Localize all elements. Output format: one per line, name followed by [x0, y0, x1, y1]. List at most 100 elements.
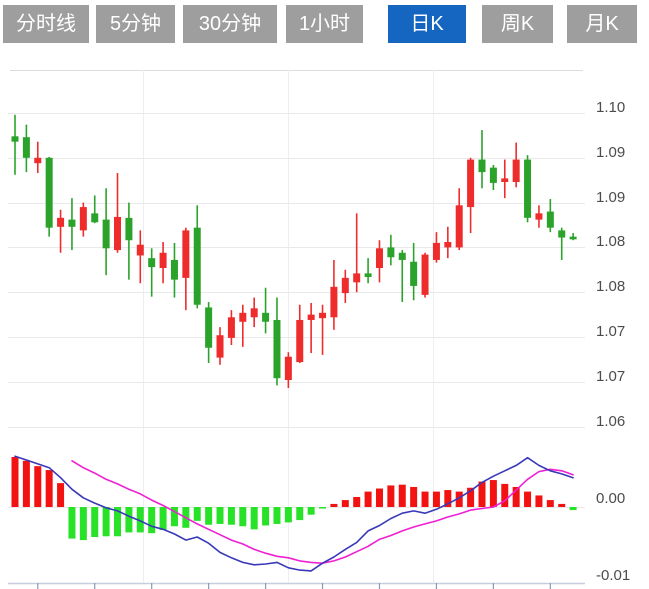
candle-body-down	[193, 227, 201, 305]
candle-body-down	[398, 252, 406, 260]
candle-body-up	[227, 317, 235, 338]
price-axis-label: 1.10	[596, 99, 625, 116]
candle-body-up	[535, 213, 543, 220]
macd-histogram-bar	[524, 491, 532, 507]
timeframe-button-5min[interactable]: 5分钟	[96, 5, 175, 43]
macd-histogram-bar	[148, 507, 156, 534]
macd-histogram-bar	[319, 507, 327, 509]
candle-body-up	[159, 252, 167, 269]
candle-body-up	[114, 216, 122, 251]
macd-histogram-bar	[239, 507, 247, 527]
macd-histogram-bar	[125, 507, 133, 533]
dif-line	[14, 455, 574, 572]
candle-body-up	[432, 242, 440, 260]
candle-body-up	[319, 312, 327, 319]
macd-histogram-bar	[250, 507, 258, 530]
timeframe-button-30min[interactable]: 30分钟	[183, 5, 277, 43]
candle-body-up	[182, 230, 190, 278]
candle-body-down	[262, 312, 270, 322]
timeframe-button-1hour[interactable]: 1小时	[286, 5, 363, 43]
macd-histogram-bar	[216, 507, 224, 524]
macd-histogram-bar	[68, 507, 76, 539]
macd-histogram-bar	[159, 507, 167, 531]
timeframe-button-minute-line[interactable]: 分时线	[3, 5, 89, 43]
candle-body-down	[45, 157, 53, 228]
price-axis-label: 1.07	[596, 323, 625, 340]
price-axis-label: 1.09	[596, 189, 625, 206]
price-axis-label: 1.08	[596, 233, 625, 250]
candle-body-down	[102, 219, 110, 249]
macd-histogram-bar	[57, 483, 65, 507]
macd-histogram-bar	[296, 507, 304, 521]
macd-histogram-bar	[11, 456, 19, 507]
candle-body-down	[148, 258, 156, 268]
price-axis-label: 1.06	[596, 413, 625, 430]
candle-body-up	[421, 254, 429, 295]
candle-body-up	[239, 312, 247, 322]
macd-histogram-bar	[307, 507, 315, 515]
candle-body-up	[250, 308, 258, 318]
macd-histogram-bar	[91, 507, 99, 538]
macd-histogram-bar	[284, 507, 292, 523]
price-axis-label: 1.08	[596, 278, 625, 295]
candle-body-down	[569, 236, 577, 240]
candle-body-up	[296, 319, 304, 363]
timeframe-button-weekly[interactable]: 周K	[482, 5, 553, 43]
macd-histogram-bar	[512, 486, 520, 507]
macd-histogram-bar	[341, 500, 349, 507]
macd-histogram-bar	[421, 491, 429, 507]
macd-histogram-bar	[227, 507, 235, 525]
timeframe-button-monthly[interactable]: 月K	[567, 5, 637, 43]
candle-body-up	[79, 207, 87, 231]
macd-histogram-bar	[535, 495, 543, 507]
macd-axis-label: -0.01	[596, 567, 630, 584]
price-axis-label: 1.09	[596, 144, 625, 161]
macd-histogram-bar	[546, 500, 554, 507]
macd-histogram-bar	[34, 466, 42, 507]
candle-body-up	[467, 159, 475, 208]
macd-histogram-bar	[22, 460, 30, 507]
candle-body-up	[353, 273, 361, 283]
candle-body-down	[524, 159, 532, 218]
candle-body-down	[68, 219, 76, 227]
macd-histogram-bar	[375, 488, 383, 507]
candle-body-up	[455, 205, 463, 248]
candle-body-down	[125, 217, 133, 241]
macd-histogram-bar	[136, 507, 144, 533]
macd-axis-label: 0.00	[596, 490, 625, 507]
candle-body-up	[136, 244, 144, 256]
macd-histogram-bar	[102, 507, 110, 537]
candle-body-down	[410, 261, 418, 286]
candle-body-up	[307, 314, 315, 320]
macd-histogram-bar	[79, 507, 87, 541]
candle-body-down	[273, 319, 281, 379]
macd-histogram-bar	[467, 487, 475, 507]
macd-histogram-bar	[45, 470, 53, 507]
candle-body-down	[91, 213, 99, 223]
candle-body-up	[501, 178, 509, 182]
macd-histogram-bar	[114, 507, 122, 537]
candle-body-up	[375, 248, 383, 269]
candle-body-down	[478, 159, 486, 173]
candle-body-down	[546, 211, 554, 228]
dea-line	[71, 459, 574, 565]
macd-histogram-bar	[273, 507, 281, 524]
candle-body-up	[284, 356, 292, 381]
macd-histogram-bar	[170, 507, 178, 527]
macd-histogram-bar	[387, 485, 395, 507]
candle-body-up	[512, 159, 520, 182]
macd-histogram-bar	[558, 503, 566, 507]
macd-histogram-bar	[262, 507, 270, 526]
candle-body-down	[170, 259, 178, 280]
macd-histogram-bar	[330, 503, 338, 507]
macd-histogram-bar	[353, 496, 361, 507]
macd-histogram-bar	[193, 507, 201, 521]
candle-body-up	[341, 277, 349, 294]
macd-histogram-bar	[364, 491, 372, 507]
timeframe-button-daily[interactable]: 日K	[388, 5, 466, 43]
macd-histogram-bar	[432, 491, 440, 507]
candle-body-up	[216, 335, 224, 358]
candle-body-up	[57, 217, 65, 227]
macd-histogram-bar	[569, 507, 577, 511]
